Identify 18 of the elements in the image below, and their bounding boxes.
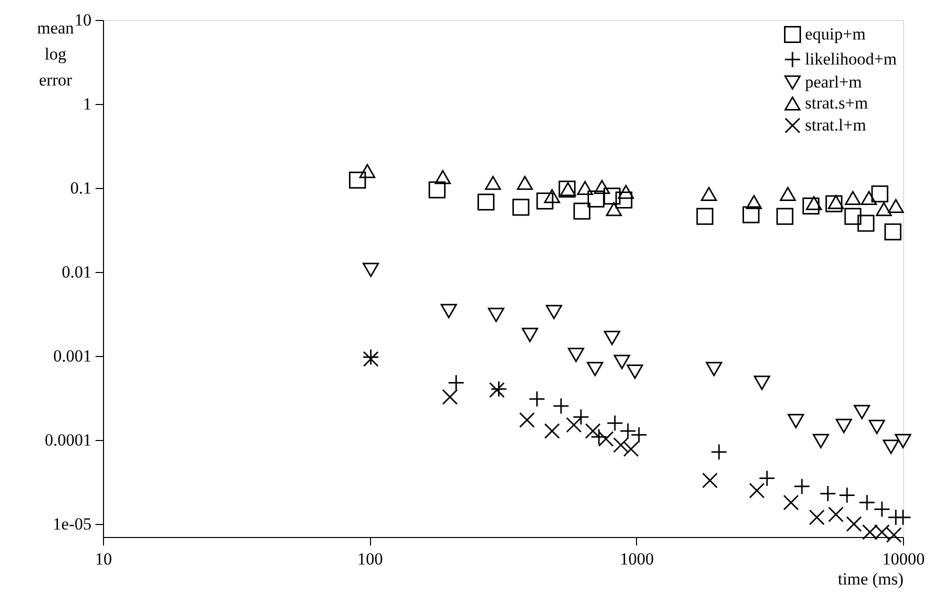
x-tick-label: 10000 (882, 550, 925, 568)
x-tick-label: 100 (357, 550, 383, 568)
y-axis-title: mean log error (37, 18, 74, 90)
x-axis-title: time (ms) (838, 570, 904, 588)
y-tick-label: 1e-05 (52, 514, 92, 534)
x-tick-label: 10 (95, 550, 112, 568)
y-tick-label: 0.0001 (44, 430, 92, 450)
legend-label: strat.l+m (805, 116, 866, 134)
legend-label: pearl+m (805, 72, 862, 92)
y-tick-label: 1 (83, 94, 92, 114)
legend-label: likelihood+m (805, 50, 897, 68)
y-tick-label: 10 (74, 10, 92, 30)
y-tick-label: 0.001 (53, 346, 92, 366)
legend-label: equip+m (805, 24, 866, 44)
y-tick-label: 0.1 (70, 178, 92, 198)
x-tick-label: 1000 (620, 550, 654, 568)
legend-label: strat.s+m (805, 94, 868, 112)
y-tick-label: 0.01 (62, 262, 92, 282)
